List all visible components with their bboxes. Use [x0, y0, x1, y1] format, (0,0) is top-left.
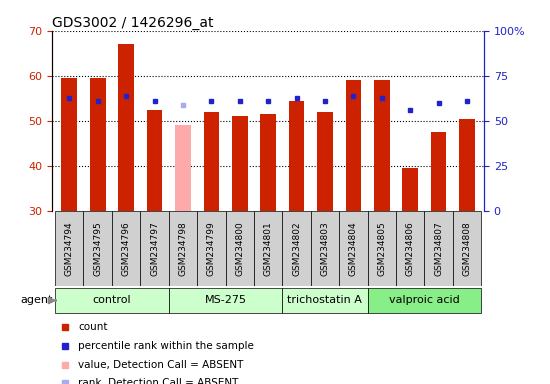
Text: GSM234799: GSM234799: [207, 221, 216, 276]
Text: control: control: [92, 295, 131, 306]
Bar: [84, 211, 112, 286]
Bar: [396, 211, 425, 286]
Bar: [311, 211, 339, 286]
Bar: [339, 211, 367, 286]
Text: GSM234794: GSM234794: [65, 221, 74, 276]
Bar: [204, 112, 219, 211]
Bar: [112, 211, 140, 286]
Bar: [425, 211, 453, 286]
Bar: [374, 80, 389, 211]
Text: GSM234802: GSM234802: [292, 221, 301, 276]
Bar: [431, 132, 447, 211]
Text: value, Detection Call = ABSENT: value, Detection Call = ABSENT: [78, 360, 244, 370]
Bar: [197, 211, 226, 286]
Bar: [118, 44, 134, 211]
Text: rank, Detection Call = ABSENT: rank, Detection Call = ABSENT: [78, 377, 239, 384]
Text: GSM234797: GSM234797: [150, 221, 159, 276]
Bar: [175, 126, 191, 211]
Bar: [226, 211, 254, 286]
Bar: [317, 112, 333, 211]
Bar: [140, 211, 169, 286]
Text: agent: agent: [20, 295, 53, 306]
Text: GDS3002 / 1426296_at: GDS3002 / 1426296_at: [52, 16, 214, 30]
Text: GSM234804: GSM234804: [349, 221, 358, 276]
Bar: [282, 288, 367, 313]
Bar: [169, 211, 197, 286]
Text: GSM234801: GSM234801: [263, 221, 273, 276]
Bar: [367, 288, 481, 313]
Text: GSM234808: GSM234808: [463, 221, 471, 276]
Bar: [260, 114, 276, 211]
Text: GSM234807: GSM234807: [434, 221, 443, 276]
Bar: [90, 78, 106, 211]
Text: count: count: [78, 322, 108, 332]
Text: GSM234798: GSM234798: [178, 221, 188, 276]
Text: percentile rank within the sample: percentile rank within the sample: [78, 341, 254, 351]
Bar: [459, 119, 475, 211]
Bar: [147, 110, 162, 211]
Bar: [403, 168, 418, 211]
Bar: [232, 116, 248, 211]
Text: MS-275: MS-275: [205, 295, 246, 306]
Bar: [55, 288, 169, 313]
Bar: [367, 211, 396, 286]
Text: GSM234796: GSM234796: [122, 221, 130, 276]
Bar: [345, 80, 361, 211]
Text: GSM234806: GSM234806: [406, 221, 415, 276]
Bar: [282, 211, 311, 286]
Text: GSM234800: GSM234800: [235, 221, 244, 276]
Bar: [169, 288, 282, 313]
Text: GSM234805: GSM234805: [377, 221, 386, 276]
Bar: [453, 211, 481, 286]
Text: GSM234795: GSM234795: [93, 221, 102, 276]
Text: valproic acid: valproic acid: [389, 295, 460, 306]
Bar: [254, 211, 282, 286]
Bar: [55, 211, 84, 286]
Bar: [289, 101, 304, 211]
Bar: [62, 78, 77, 211]
Text: GSM234803: GSM234803: [321, 221, 329, 276]
Text: trichostatin A: trichostatin A: [288, 295, 362, 306]
